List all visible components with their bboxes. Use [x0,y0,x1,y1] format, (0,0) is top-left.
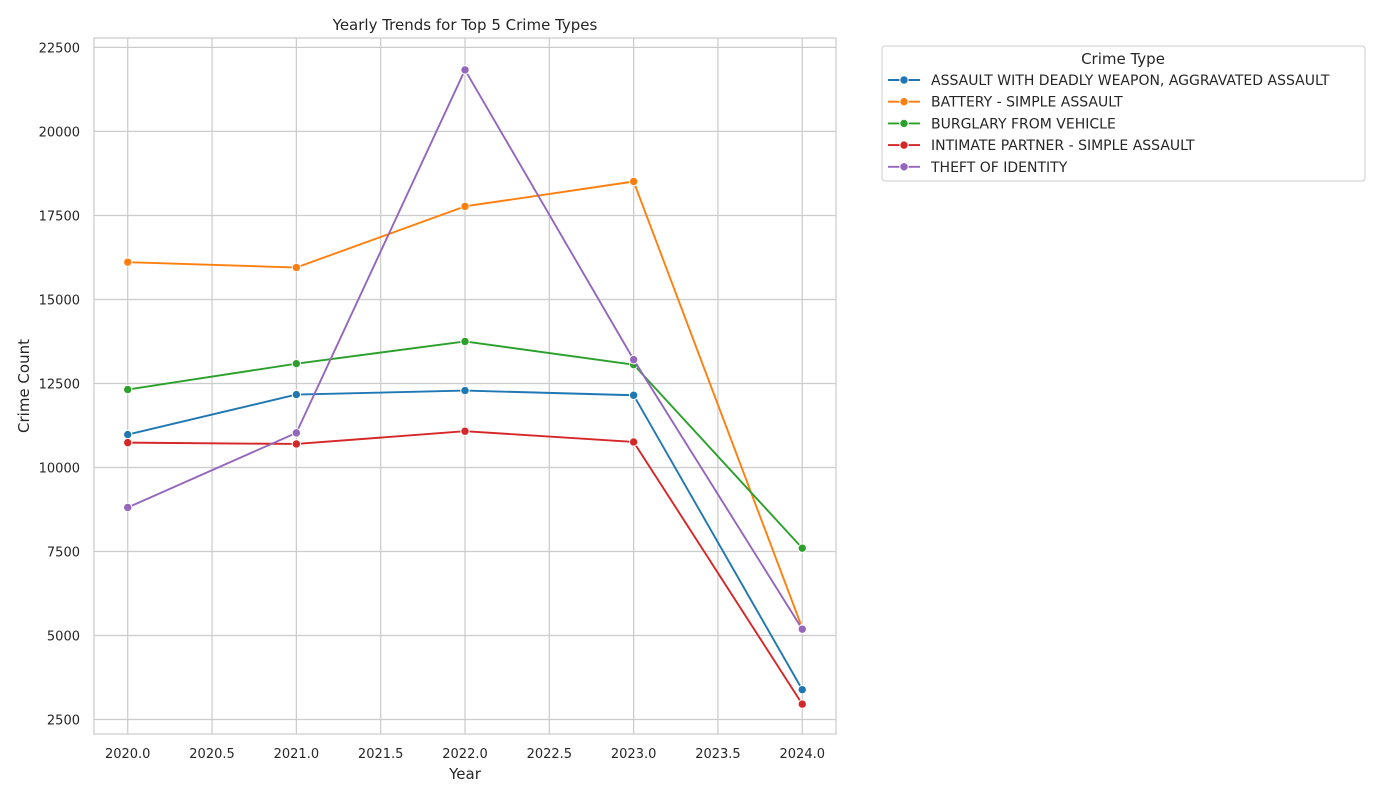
legend: Crime Type ASSAULT WITH DEADLY WEAPON, A… [881,45,1366,182]
x-tick-label: 2024.0 [780,747,826,762]
data-point [797,624,807,634]
x-tick-label: 2021.0 [274,747,320,762]
data-point [460,336,470,347]
y-tick-label: 10000 [39,461,80,476]
y-axis-label: Crime Count [15,339,33,433]
plot-frame [93,37,837,735]
x-tick-labels: 2020.0 2020.5 2021.0 2021.5 2022.0 2022.5 2023… [105,747,825,762]
legend-label: ASSAULT WITH DEADLY WEAPON, AGGRAVATED A… [931,73,1330,89]
data-point [460,385,470,396]
data-point [628,176,639,187]
data-point [291,389,302,400]
data-point [460,426,470,436]
y-tick-label: 12500 [39,377,80,392]
data-point [797,699,807,709]
data-point [797,684,807,695]
y-tick-labels: 2500 5000 7500 10000 12500 15000 17500 20000 225… [39,41,80,728]
x-tick-label: 2021.5 [358,747,404,762]
chart-title: Yearly Trends for Top 5 Crime Types [332,16,598,34]
data-point [628,390,639,400]
x-tick-label: 2023.0 [611,747,657,762]
data-point [123,257,133,267]
legend-label: INTIMATE PARTNER - SIMPLE ASSAULT [931,138,1195,154]
y-tick-label: 2500 [47,714,80,729]
legend-item: BURGLARY FROM VEHICLE [888,116,1116,132]
x-axis-label: Year [448,765,482,783]
legend-label: BURGLARY FROM VEHICLE [931,116,1116,132]
y-tick-label: 7500 [47,546,80,561]
data-point [291,262,302,273]
legend-title: Crime Type [1081,50,1165,68]
y-tick-label: 5000 [47,630,80,645]
legend-marker [899,118,909,129]
legend-items: ASSAULT WITH DEADLY WEAPON, AGGRAVATED A… [888,73,1330,176]
legend-marker [899,75,909,85]
legend-label: BATTERY - SIMPLE ASSAULT [931,95,1123,111]
legend-marker [899,140,909,150]
x-tick-label: 2020.0 [105,747,151,762]
data-point [460,65,470,75]
legend-label: THEFT OF IDENTITY [930,160,1068,176]
data-point [291,439,302,449]
grid-lines [94,38,836,734]
y-tick-label: 22500 [39,41,80,56]
data-point [123,429,133,440]
y-tick-label: 20000 [39,125,80,140]
data-point [628,354,639,365]
y-tick-label: 15000 [39,293,80,308]
data-point [291,358,302,369]
series-intimate-partner-simple-assault [123,426,807,709]
data-point [123,437,133,448]
y-tick-label: 17500 [39,209,80,224]
data-point [123,384,133,395]
x-tick-label: 2022.0 [442,747,488,762]
legend-item: ASSAULT WITH DEADLY WEAPON, AGGRAVATED A… [888,73,1330,89]
x-tick-label: 2022.5 [527,747,573,762]
data-point [460,201,470,212]
legend-item: THEFT OF IDENTITY [888,160,1068,176]
legend-marker [899,162,909,172]
data-point [628,437,639,447]
series-battery-simple-assault [123,176,807,633]
legend-frame [881,45,1366,182]
legend-marker [899,97,909,107]
legend-item: INTIMATE PARTNER - SIMPLE ASSAULT [888,138,1195,154]
data-point [797,543,807,553]
series-group [123,65,807,709]
x-tick-label: 2023.5 [695,747,741,762]
x-tick-label: 2020.5 [189,747,235,762]
series-assault-with-deadly-weapon-aggravated-assault [123,385,807,695]
data-point [291,428,302,438]
legend-item: BATTERY - SIMPLE ASSAULT [888,95,1123,111]
series-theft-of-identity [123,65,807,634]
data-point [123,502,133,513]
